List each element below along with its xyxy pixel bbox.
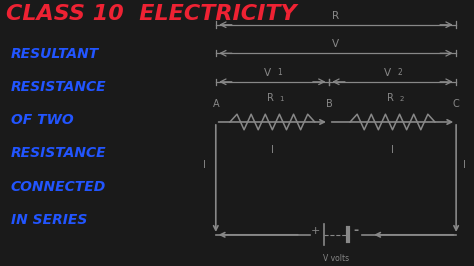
Text: R: R: [266, 93, 273, 102]
Text: CLASS 10  ELECTRICITY: CLASS 10 ELECTRICITY: [6, 4, 297, 24]
Text: A: A: [212, 99, 219, 109]
Text: RESISTANCE: RESISTANCE: [11, 146, 107, 160]
Text: I: I: [463, 160, 466, 171]
Text: RESISTANCE: RESISTANCE: [11, 80, 107, 94]
Text: V: V: [332, 39, 339, 49]
Text: I: I: [391, 145, 394, 155]
Text: CONNECTED: CONNECTED: [11, 180, 106, 194]
Text: V: V: [384, 68, 392, 78]
Text: R: R: [387, 93, 393, 102]
Text: I: I: [271, 145, 274, 155]
Text: -: -: [354, 225, 359, 238]
Text: I: I: [203, 160, 206, 171]
Text: 1: 1: [277, 68, 282, 77]
Text: +: +: [311, 226, 320, 236]
Text: 2: 2: [400, 96, 404, 102]
Text: V: V: [264, 68, 271, 78]
Text: IN SERIES: IN SERIES: [11, 213, 87, 227]
Text: R: R: [332, 11, 339, 21]
Text: OF TWO: OF TWO: [11, 113, 73, 127]
Text: C: C: [453, 99, 459, 109]
Text: 2: 2: [397, 68, 402, 77]
Text: 1: 1: [280, 96, 284, 102]
Text: B: B: [326, 99, 332, 109]
Text: V volts: V volts: [323, 254, 349, 263]
Text: RESULTANT: RESULTANT: [11, 47, 99, 61]
